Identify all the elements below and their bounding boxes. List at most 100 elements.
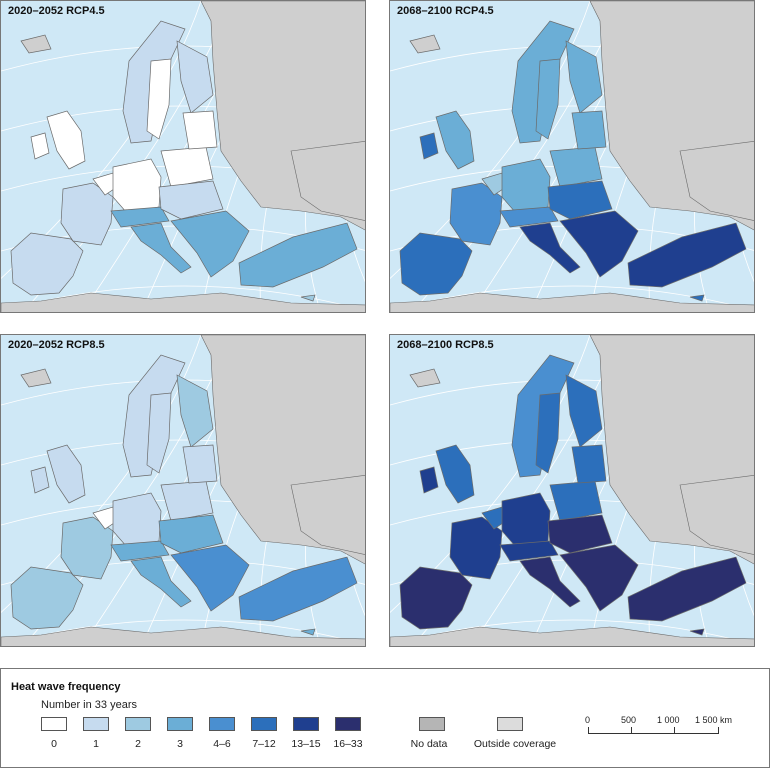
region-turkey: [238, 222, 358, 288]
scale-tick: [674, 727, 675, 734]
outside-coverage-caucasus: [290, 140, 365, 221]
region-germany: [112, 492, 162, 548]
region-centralE: [158, 514, 224, 554]
region-germany: [501, 492, 551, 548]
legend-swatch-no-data: [419, 717, 445, 731]
outside-coverage-caucasus: [290, 474, 365, 555]
panel-title: 2020–2052 RCP4.5: [6, 5, 107, 17]
region-alps: [110, 206, 170, 228]
region-uk: [46, 110, 86, 170]
outside-coverage-africa: [390, 292, 754, 312]
scale-tick: [588, 727, 589, 734]
legend-label-7: 16–33: [333, 738, 363, 750]
europe-map: [390, 1, 754, 312]
region-finland: [176, 374, 214, 448]
region-germany: [501, 158, 551, 214]
region-baltic: [182, 444, 218, 484]
legend-swatch-2: [125, 717, 151, 731]
region-finland: [565, 40, 603, 114]
scale-tick: [718, 727, 719, 734]
legend-label-1: 1: [93, 738, 99, 750]
region-iberia: [399, 566, 473, 630]
region-turkey: [627, 556, 747, 622]
region-uk: [435, 444, 475, 504]
map-panel-2020-2052-rcp85: 2020–2052 RCP8.5: [0, 334, 366, 647]
legend-swatch-5: [251, 717, 277, 731]
scale-tick: [631, 727, 632, 734]
region-sweden: [146, 58, 172, 140]
legend-label-0: 0: [51, 738, 57, 750]
legend-swatch-1: [83, 717, 109, 731]
legend-swatch-0: [41, 717, 67, 731]
map-panel-2068-2100-rcp85: 2068–2100 RCP8.5: [389, 334, 755, 647]
scale-label-1500: 1 500 km: [695, 715, 733, 725]
legend: Heat wave frequency Number in 33 years 0…: [0, 668, 770, 768]
region-sweden: [146, 392, 172, 474]
region-turkey: [238, 556, 358, 622]
region-finland: [565, 374, 603, 448]
europe-map: [1, 1, 365, 312]
panel-title: 2020–2052 RCP8.5: [6, 339, 107, 351]
region-iceland: [409, 368, 441, 388]
region-cyprus: [689, 628, 705, 636]
region-poland: [160, 146, 214, 188]
region-iberia: [399, 232, 473, 296]
outside-coverage-caucasus: [679, 474, 754, 555]
region-iberia: [10, 232, 84, 296]
region-italy: [130, 222, 192, 274]
legend-label-3: 3: [177, 738, 183, 750]
region-germany: [112, 158, 162, 214]
region-france: [449, 182, 503, 246]
outside-coverage-africa: [1, 626, 365, 646]
region-ireland: [419, 466, 439, 494]
region-iceland: [409, 34, 441, 54]
region-uk: [46, 444, 86, 504]
region-alps: [499, 206, 559, 228]
region-baltic: [571, 110, 607, 150]
region-centralE: [547, 180, 613, 220]
graticule-line: [1, 335, 202, 613]
legend-label-6: 13–15: [291, 738, 321, 750]
outside-coverage-africa: [390, 626, 754, 646]
region-cyprus: [300, 294, 316, 302]
panel-title: 2068–2100 RCP8.5: [395, 339, 496, 351]
region-france: [60, 182, 114, 246]
europe-map: [390, 335, 754, 646]
region-centralE: [158, 180, 224, 220]
panel-title: 2068–2100 RCP4.5: [395, 5, 496, 17]
scale-label-0: 0: [585, 715, 591, 725]
legend-swatch-outside-coverage: [497, 717, 523, 731]
region-baltic: [571, 444, 607, 484]
region-baltic: [182, 110, 218, 150]
region-iberia: [10, 566, 84, 630]
region-italy: [130, 556, 192, 608]
region-france: [60, 516, 114, 580]
region-balkans: [170, 210, 250, 278]
region-finland: [176, 40, 214, 114]
scale-bar: [588, 727, 718, 734]
region-centralE: [547, 514, 613, 554]
region-poland: [549, 146, 603, 188]
graticule-line: [390, 335, 591, 613]
region-cyprus: [689, 294, 705, 302]
legend-subtitle: Number in 33 years: [41, 699, 137, 711]
region-poland: [549, 480, 603, 522]
region-iceland: [20, 368, 52, 388]
region-uk: [435, 110, 475, 170]
legend-swatch-3: [167, 717, 193, 731]
legend-label-2: 2: [135, 738, 141, 750]
region-cyprus: [300, 628, 316, 636]
scale-label-500: 500: [621, 715, 637, 725]
region-sweden: [535, 392, 561, 474]
legend-label-5: 7–12: [252, 738, 276, 750]
legend-swatch-4: [209, 717, 235, 731]
region-france: [449, 516, 503, 580]
region-poland: [160, 480, 214, 522]
legend-swatch-7: [335, 717, 361, 731]
graticule-line: [1, 1, 202, 279]
region-alps: [110, 540, 170, 562]
legend-swatch-6: [293, 717, 319, 731]
scale-label-1000: 1 000: [657, 715, 680, 725]
map-panel-2020-2052-rcp45: 2020–2052 RCP4.5: [0, 0, 366, 313]
legend-label-no-data: No data: [410, 738, 448, 750]
